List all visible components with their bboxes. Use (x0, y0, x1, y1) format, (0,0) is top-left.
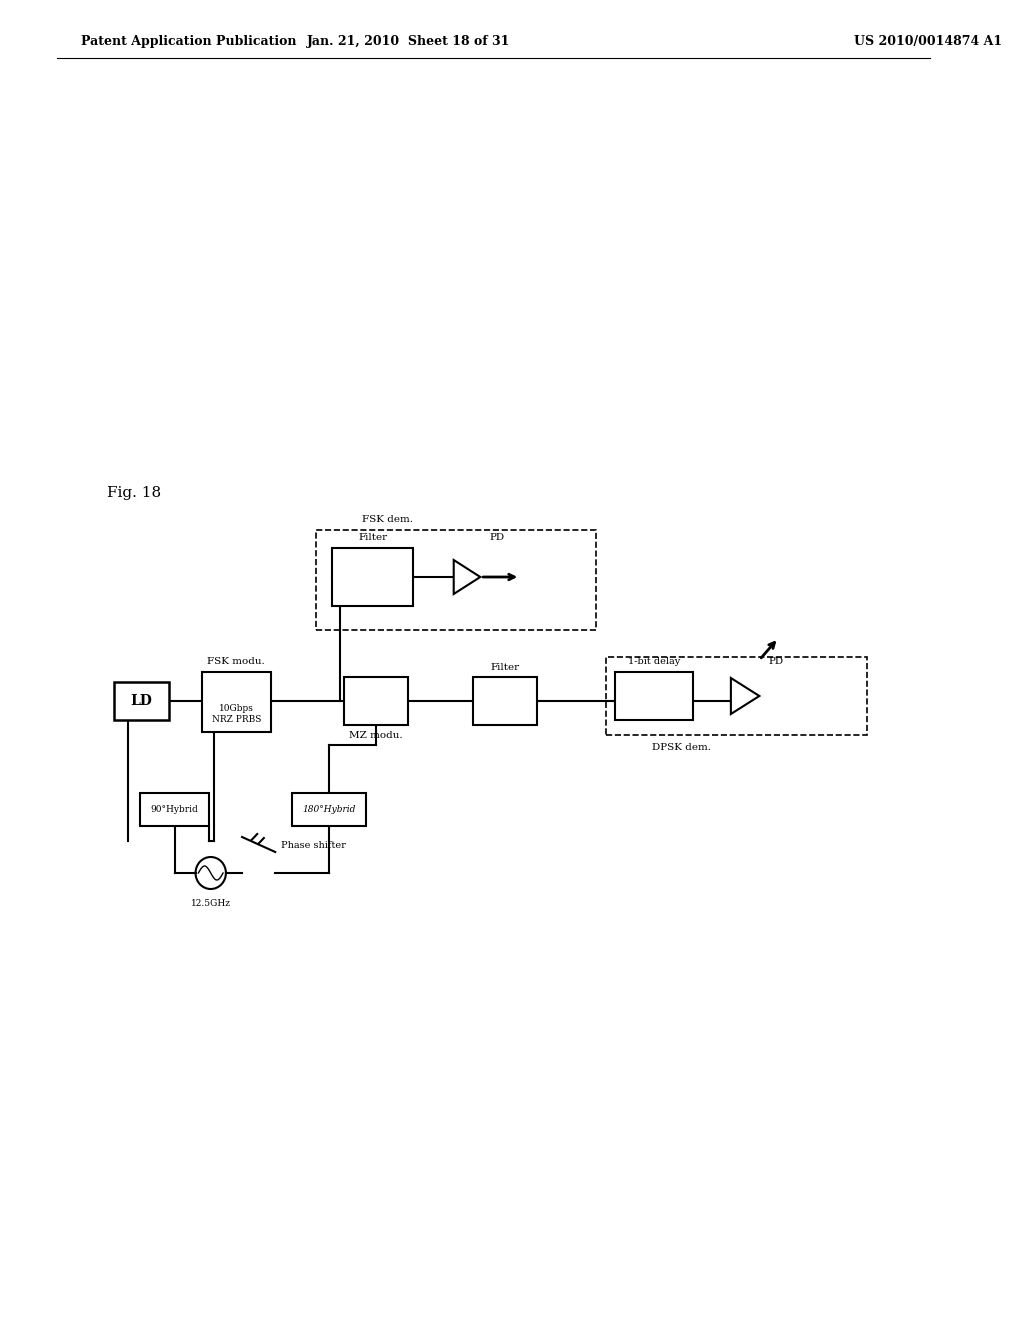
Text: 1-bit delay: 1-bit delay (628, 657, 680, 667)
Text: FSK dem.: FSK dem. (361, 515, 413, 524)
Text: 180°Hybrid: 180°Hybrid (303, 805, 356, 814)
Polygon shape (454, 560, 480, 594)
Text: Fig. 18: Fig. 18 (108, 486, 162, 500)
Bar (473, 677, 538, 725)
Polygon shape (731, 678, 760, 714)
Bar (344, 677, 409, 725)
Text: Filter: Filter (358, 533, 387, 543)
Text: US 2010/0014874 A1: US 2010/0014874 A1 (854, 36, 1002, 49)
Bar (316, 531, 596, 630)
Text: PD: PD (769, 657, 784, 667)
Text: MZ modu.: MZ modu. (349, 731, 402, 741)
Bar (292, 793, 367, 826)
Text: Filter: Filter (490, 663, 519, 672)
Bar (332, 548, 413, 606)
Bar (114, 682, 169, 719)
Bar (605, 657, 866, 735)
Text: Patent Application Publication: Patent Application Publication (81, 36, 296, 49)
Text: FSK modu.: FSK modu. (208, 657, 265, 667)
Text: LD: LD (130, 694, 153, 708)
Text: 12.5GHz: 12.5GHz (190, 899, 230, 908)
Text: PD: PD (489, 533, 505, 543)
Text: Phase shifter: Phase shifter (281, 841, 346, 850)
Text: 10Gbps
NRZ PRBS: 10Gbps NRZ PRBS (212, 705, 261, 723)
Text: 90°Hybrid: 90°Hybrid (151, 805, 199, 814)
Text: Jan. 21, 2010  Sheet 18 of 31: Jan. 21, 2010 Sheet 18 of 31 (306, 36, 510, 49)
Bar (615, 672, 693, 719)
Bar (140, 793, 209, 826)
Bar (202, 672, 270, 733)
Text: DPSK dem.: DPSK dem. (652, 742, 711, 751)
